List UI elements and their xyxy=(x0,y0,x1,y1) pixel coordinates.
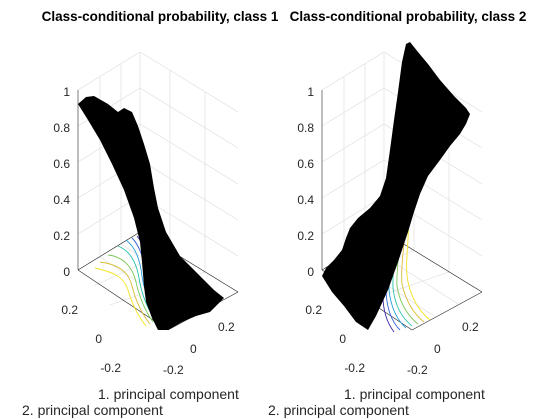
y-tick-label: 0.2 xyxy=(305,303,322,317)
z-tick-label: 0.6 xyxy=(53,157,70,171)
x-axis-label-1: 1. principal component xyxy=(98,386,239,402)
contour-1-3 xyxy=(107,254,154,323)
z-tick-label: 0.4 xyxy=(297,193,314,207)
z-tick-label: 0.6 xyxy=(297,157,314,171)
x-tick-label: 0.2 xyxy=(462,320,479,334)
contour-1-1 xyxy=(94,267,147,327)
z-tick-label: 0.8 xyxy=(53,121,70,135)
x-axis-label-2: 1. principal component xyxy=(344,386,485,402)
y-tick-label: -0.2 xyxy=(344,361,365,375)
z-ticks-2: 0 0.2 0.4 0.6 0.8 1 xyxy=(297,85,314,279)
chart-title-class-2: Class-conditional probability, class 2 xyxy=(290,9,527,24)
z-tick-label: 0.2 xyxy=(297,229,314,243)
subplot-class-2: 0 0.2 0.4 0.6 0.8 1 0.2 0 -0.2 -0.2 0 0.… xyxy=(268,42,485,418)
x-tick-label: 0 xyxy=(434,342,441,356)
z-tick-label: 0 xyxy=(307,265,314,279)
x-ticks-1: -0.2 0 0.2 xyxy=(163,320,235,377)
y-tick-label: 0 xyxy=(95,332,102,346)
z-tick-label: 0.8 xyxy=(297,121,314,135)
x-tick-label: 0.2 xyxy=(218,320,235,334)
y-ticks-1: 0.2 0 -0.2 xyxy=(61,303,121,375)
x-tick-label: 0 xyxy=(190,342,197,356)
y-tick-label: 0.2 xyxy=(61,303,78,317)
y-tick-label: 0 xyxy=(339,332,346,346)
x-ticks-2: -0.2 0 0.2 xyxy=(407,320,479,377)
contour-2-1 xyxy=(406,217,431,321)
z-tick-label: 1 xyxy=(307,85,314,99)
surface-class-1 xyxy=(78,96,224,330)
surface-class-2 xyxy=(322,42,470,330)
y-ticks-2: 0.2 0 -0.2 xyxy=(305,303,365,375)
subplot-class-1: 0 0.2 0.4 0.6 0.8 1 0.2 0 -0.2 -0.2 0 0.… xyxy=(22,51,239,418)
z-tick-label: 1 xyxy=(63,85,70,99)
z-tick-label: 0 xyxy=(63,265,70,279)
y-axis-label-2: 2. principal component xyxy=(268,402,409,418)
contour-1-2 xyxy=(99,261,151,325)
y-tick-label: -0.2 xyxy=(100,361,121,375)
chart-title-class-1: Class-conditional probability, class 1 xyxy=(42,9,279,24)
x-tick-label: -0.2 xyxy=(163,363,184,377)
z-tick-label: 0.4 xyxy=(53,193,70,207)
z-tick-label: 0.2 xyxy=(53,229,70,243)
z-ticks-1: 0 0.2 0.4 0.6 0.8 1 xyxy=(53,85,70,279)
y-axis-label-1: 2. principal component xyxy=(22,402,163,418)
x-tick-label: -0.2 xyxy=(407,363,428,377)
